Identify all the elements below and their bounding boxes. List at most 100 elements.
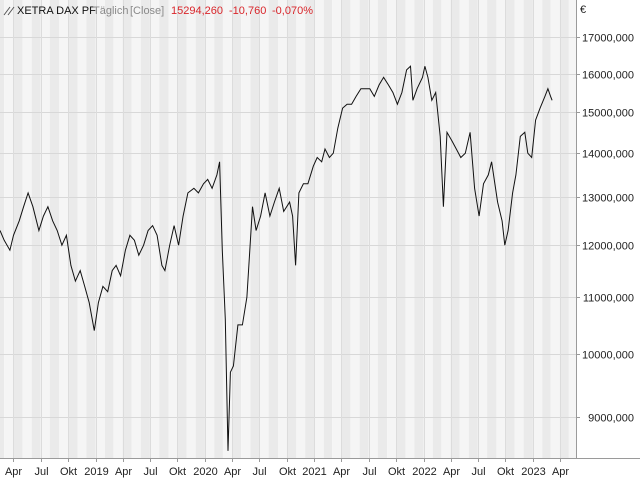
month-band [559,0,569,458]
month-band [414,0,424,458]
month-band [368,0,378,458]
month-band [31,0,41,458]
month-band [186,0,196,458]
price-change-percent: -0,070% [272,5,313,17]
month-band [423,0,433,458]
x-tick-label: Apr [115,466,132,478]
month-band [277,0,287,458]
last-price: 15294,260 [171,5,223,17]
month-band [131,0,141,458]
month-band [86,0,96,458]
x-tick-label: 2021 [302,466,326,478]
y-tick-label: 12000,000 [582,241,634,253]
month-band [0,0,5,458]
month-band [286,0,297,458]
x-tick-label: Apr [224,466,241,478]
month-band [532,0,543,458]
month-band [122,0,132,458]
month-bands [0,0,576,458]
month-band [22,0,32,458]
x-tick-label: 2020 [193,466,217,478]
x-tick-label: 2022 [412,466,436,478]
x-tick-label: Jul [143,466,157,478]
month-band [4,0,14,458]
chart-legend: XETRA DAX PF Täglich [Close] 15294,260 -… [3,5,313,17]
month-band [77,0,87,458]
month-band [396,0,406,458]
month-band [296,0,306,458]
line-chart-icon [3,6,15,16]
month-band [350,0,360,458]
month-band [496,0,506,458]
month-band [241,0,251,458]
x-tick-label: Okt [497,466,514,478]
x-tick-label: Okt [388,466,405,478]
x-tick-label: Apr [552,466,569,478]
x-tick-label: Apr [443,466,460,478]
y-axis-unit: € [580,4,586,16]
x-axis: Apr Jul Okt 2019 Apr Jul Okt 2020 Apr Jul Okt 2021 A… [5,458,569,478]
month-band [377,0,388,458]
month-band [250,0,260,458]
month-band [268,0,278,458]
month-band [487,0,497,458]
month-band [95,0,106,458]
price-change: -10,760 [229,5,266,17]
x-tick-label: Okt [169,466,186,478]
month-band [332,0,342,458]
month-band [159,0,169,458]
y-tick-label: 11000,000 [583,293,634,305]
month-band [405,0,415,458]
vertical-gridlines [13,0,561,458]
y-tick-label: 16000,000 [582,70,634,82]
month-band [387,0,397,458]
x-tick-label: Jul [362,466,376,478]
price-mode-label: [Close] [130,5,164,17]
y-tick-label: 13000,000 [582,193,634,205]
month-band [523,0,533,458]
month-band [105,0,114,458]
x-tick-label: Okt [279,466,296,478]
month-band [232,0,242,458]
y-tick-label: 14000,000 [582,149,634,161]
month-band [477,0,488,458]
month-band [542,0,551,458]
month-band [259,0,269,458]
y-tick-label: 10000,000 [582,350,634,362]
month-band [314,0,324,458]
month-band [49,0,60,458]
month-band [140,0,150,458]
month-band [214,0,223,458]
y-tick-label: 17000,000 [582,33,634,45]
month-band [459,0,469,458]
y-tick-label: 15000,000 [582,108,634,120]
month-band [40,0,50,458]
month-band [68,0,78,458]
month-band [468,0,478,458]
month-band [59,0,69,458]
month-band [323,0,333,458]
month-band [359,0,369,458]
month-band [204,0,215,458]
month-band [505,0,515,458]
month-band [568,0,576,458]
y-tick-label: 9000,000 [588,413,634,425]
price-line[interactable] [0,65,553,451]
month-band [432,0,442,458]
x-tick-label: 2019 [84,466,108,478]
y-axis: 9000,000 10000,000 11000,000 12000,000 13000… [576,33,634,425]
month-band [13,0,23,458]
x-tick-label: Jul [34,466,48,478]
month-band [222,0,233,458]
x-tick-label: Jul [471,466,485,478]
x-tick-label: Jul [252,466,266,478]
month-band [450,0,460,458]
month-band [177,0,187,458]
month-band [550,0,560,458]
month-band [441,0,451,458]
x-tick-label: Okt [60,466,77,478]
instrument-name: XETRA DAX PF [17,5,96,17]
x-tick-label: Apr [333,466,350,478]
